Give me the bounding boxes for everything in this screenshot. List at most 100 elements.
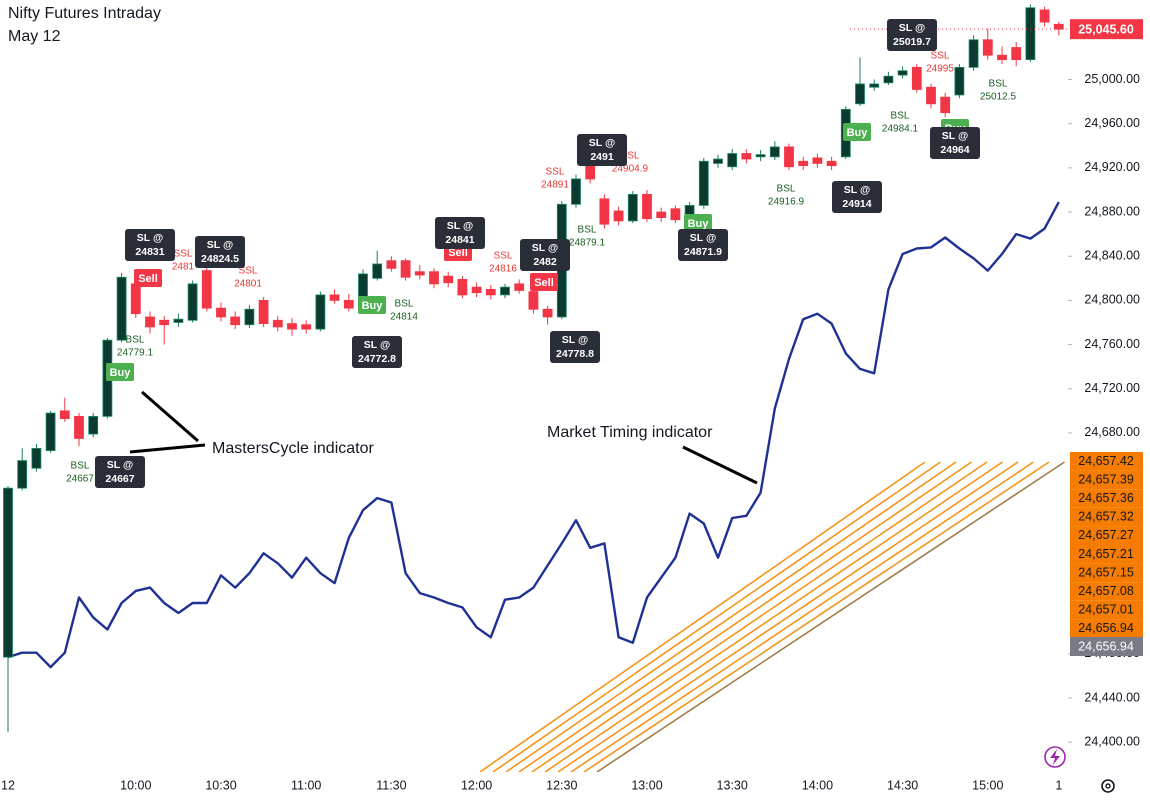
level-value: 24667 (66, 474, 94, 485)
sl-box (678, 229, 728, 261)
candle-body (826, 160, 837, 167)
sl-label: SL @ (532, 242, 558, 254)
last-price-box (1070, 19, 1143, 40)
x-tick-label: 13:30 (717, 778, 748, 792)
signal-tag-label: Sell (138, 273, 158, 285)
signal-tag-label: Buy (362, 300, 384, 312)
level-label: BSL (578, 225, 597, 236)
fan-line (492, 461, 941, 772)
last-price-label: 25,045.60 (1078, 22, 1134, 36)
candle-body (400, 260, 411, 278)
candle-body (301, 324, 312, 330)
level-label: SSL (546, 167, 565, 178)
candle-body (386, 260, 397, 269)
candle-body (713, 158, 723, 164)
candle-body (528, 291, 539, 310)
candle-body (230, 316, 241, 326)
fan-label-box (1070, 600, 1143, 620)
indicator-line (7, 201, 1060, 669)
candle-body (457, 279, 468, 296)
sl-value: 24914 (842, 198, 871, 210)
sl-label: SL @ (942, 130, 968, 142)
sl-box (435, 217, 485, 249)
sl-box (352, 336, 402, 368)
fan-label: 24,657.15 (1078, 565, 1134, 579)
fan-label: 24,657.08 (1078, 584, 1134, 598)
sl-value: 2491 (590, 151, 614, 163)
candle-body (542, 308, 553, 318)
fan-line (479, 461, 926, 772)
x-tick-label: 11:30 (376, 778, 406, 792)
fan-last-label: 24,656.94 (1078, 639, 1134, 653)
fan-label-box (1070, 507, 1143, 527)
signal-tag-label: Buy (110, 367, 132, 379)
sl-box (550, 331, 600, 363)
fan-label: 24,657.21 (1078, 547, 1134, 561)
plot-area (3, 4, 1068, 772)
fan-label: 24,656.94 (1078, 621, 1134, 635)
level-value: 25012.5 (980, 92, 1017, 103)
candle-body (74, 415, 84, 439)
candle-body (145, 316, 155, 328)
level-value: 24995 (926, 64, 954, 75)
candle-body (315, 294, 326, 330)
candle-body (514, 283, 525, 291)
fan-line (505, 461, 957, 772)
sl-value: 25019.7 (893, 36, 931, 48)
fan-label: 24,657.42 (1078, 454, 1134, 468)
sl-box (832, 181, 882, 213)
x-tick-label: 15:00 (972, 778, 1003, 792)
sl-value: 24964 (940, 144, 969, 156)
alert-icon[interactable] (1044, 746, 1066, 768)
level-label: SSL (174, 249, 193, 260)
callout-arrow (141, 390, 199, 443)
fan-line (583, 461, 1050, 772)
candle-body (272, 319, 283, 328)
level-label: SSL (621, 151, 640, 162)
level-value: 24891 (541, 180, 569, 191)
level-value: 24814 (390, 312, 418, 323)
level-label: BSL (989, 79, 1008, 90)
fan-line (596, 461, 1065, 772)
callout-arrow (682, 445, 758, 485)
signal-tag (530, 273, 558, 291)
fan-label-box (1070, 545, 1143, 564)
fan-label-box (1070, 563, 1143, 583)
overlay: 25,000.00 24,960.00 24,920.00 24,880.00 24,8… (1, 19, 1143, 792)
settings-icon[interactable] (1101, 779, 1115, 793)
annotation: MastersCycle indicator (212, 440, 375, 457)
signal-tag-label: Sell (448, 247, 468, 259)
candle-body (187, 283, 198, 321)
x-tick-label: 13:00 (631, 778, 662, 792)
candle-body (216, 307, 226, 318)
x-tick-label: 14:30 (887, 778, 918, 792)
candle-body (698, 160, 709, 206)
candle-body (982, 39, 993, 56)
signal-tag-label: Buy (688, 218, 710, 230)
x-tick-label: 12 (1, 778, 15, 792)
candle-body (784, 146, 794, 168)
candle-body (159, 319, 170, 326)
sl-value: 24778.8 (556, 348, 594, 360)
signal-tag (134, 269, 162, 287)
signal-tag (843, 123, 871, 141)
sl-label: SL @ (844, 184, 870, 196)
candle-body (1025, 7, 1036, 61)
sl-value: 24824.5 (201, 253, 239, 265)
sl-value: 24831 (135, 246, 164, 258)
candle-body (940, 96, 951, 114)
sl-value: 24841 (445, 234, 474, 246)
sl-label: SL @ (207, 239, 233, 251)
candle-body (613, 210, 624, 222)
candle-body (343, 300, 354, 309)
candle-body (500, 286, 510, 296)
level-value: 2481 (172, 262, 195, 273)
candle-body (798, 160, 809, 167)
candle-body (3, 487, 13, 658)
sl-label: SL @ (899, 22, 925, 34)
sl-label: SL @ (589, 137, 615, 149)
level-value: 24916.9 (768, 197, 805, 208)
candle-body (471, 286, 482, 294)
candle-body (656, 211, 667, 218)
